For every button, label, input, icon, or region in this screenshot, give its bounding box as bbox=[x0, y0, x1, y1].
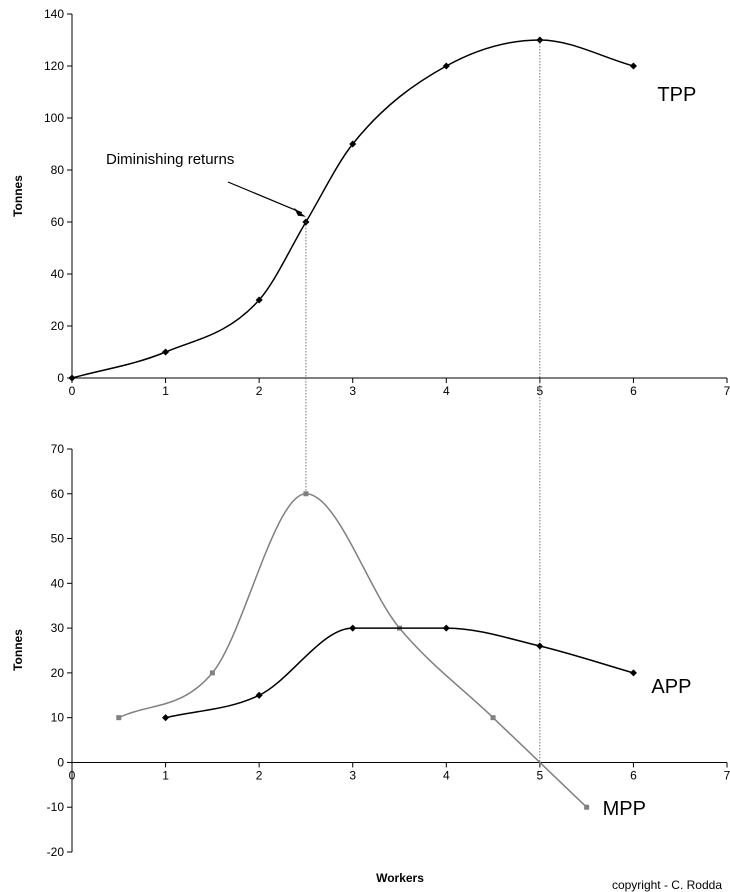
x-tick-label: 5 bbox=[537, 768, 544, 782]
series-label-mpp: MPP bbox=[603, 798, 646, 820]
y-tick-label: 40 bbox=[51, 576, 65, 590]
annotation-diminishing-returns: Diminishing returns bbox=[106, 151, 234, 168]
x-tick-label: 4 bbox=[443, 384, 450, 398]
data-point-mpp bbox=[303, 491, 309, 497]
x-tick-label: 6 bbox=[630, 768, 637, 782]
y-tick-label: -20 bbox=[47, 845, 65, 859]
copyright-text: copyright - C. Rodda bbox=[612, 878, 722, 892]
data-point-app bbox=[629, 669, 637, 677]
data-point-tpp bbox=[629, 62, 637, 70]
y-tick-label: 60 bbox=[51, 215, 65, 229]
y-tick-label: 60 bbox=[51, 487, 65, 501]
series-label-app: APP bbox=[651, 676, 691, 698]
y-tick-label: 0 bbox=[57, 371, 64, 385]
annotation-arrow bbox=[227, 181, 303, 214]
data-point-tpp bbox=[442, 62, 450, 70]
y-tick-label: 10 bbox=[51, 711, 65, 725]
x-tick-label: 7 bbox=[724, 384, 730, 398]
series-label-tpp: TPP bbox=[657, 84, 696, 106]
series-line-mpp bbox=[118, 493, 588, 808]
data-point-app bbox=[536, 642, 544, 650]
y-tick-label: 120 bbox=[44, 59, 64, 73]
mpp-app-chart: -20 -10 0 10 20 30 40 50 60 70 0 1 2 3 4 5 6 7 Tonnes MPP AP… bbox=[11, 442, 730, 859]
y-axis-title: Tonnes bbox=[11, 175, 25, 217]
data-point-app bbox=[442, 624, 450, 632]
x-tick-label: 2 bbox=[256, 768, 263, 782]
data-point-mpp bbox=[584, 804, 590, 810]
x-tick-label: 0 bbox=[69, 768, 76, 782]
data-point-tpp bbox=[255, 296, 263, 304]
x-tick-label: 2 bbox=[256, 384, 263, 398]
y-tick-label: 50 bbox=[51, 532, 65, 546]
y-tick-label: 40 bbox=[51, 267, 65, 281]
y-tick-label: 100 bbox=[44, 111, 64, 125]
series-line-app bbox=[165, 627, 634, 719]
x-tick-label: 1 bbox=[162, 384, 169, 398]
data-point-tpp bbox=[349, 140, 357, 148]
x-tick-label: 7 bbox=[724, 768, 730, 782]
data-point-tpp bbox=[162, 348, 170, 356]
data-point-mpp bbox=[490, 715, 496, 721]
annotation-arrowhead bbox=[293, 207, 306, 217]
y-tick-label: 140 bbox=[44, 7, 64, 21]
x-axis-title: Workers bbox=[376, 871, 424, 885]
data-point-mpp bbox=[209, 670, 215, 676]
y-tick-label: 20 bbox=[51, 666, 65, 680]
y-tick-label: 30 bbox=[51, 621, 65, 635]
data-point-tpp bbox=[68, 374, 76, 382]
data-point-app bbox=[162, 714, 170, 722]
x-tick-label: 3 bbox=[349, 384, 356, 398]
series-line-tpp bbox=[71, 39, 634, 379]
x-tick-label: 1 bbox=[162, 768, 169, 782]
x-tick-label: 6 bbox=[630, 384, 637, 398]
data-point-mpp bbox=[116, 715, 122, 721]
y-axis-title: Tonnes bbox=[11, 629, 25, 671]
y-tick-label: 70 bbox=[51, 442, 65, 456]
x-tick-label: 3 bbox=[349, 768, 356, 782]
data-point-app bbox=[255, 691, 263, 699]
data-point-app bbox=[349, 624, 357, 632]
y-tick-label: 20 bbox=[51, 319, 65, 333]
x-tick-label: 4 bbox=[443, 768, 450, 782]
x-tick-label: 0 bbox=[69, 384, 76, 398]
y-tick-label: 80 bbox=[51, 163, 65, 177]
y-tick-label: -10 bbox=[47, 800, 65, 814]
y-tick-label: 0 bbox=[57, 755, 64, 769]
